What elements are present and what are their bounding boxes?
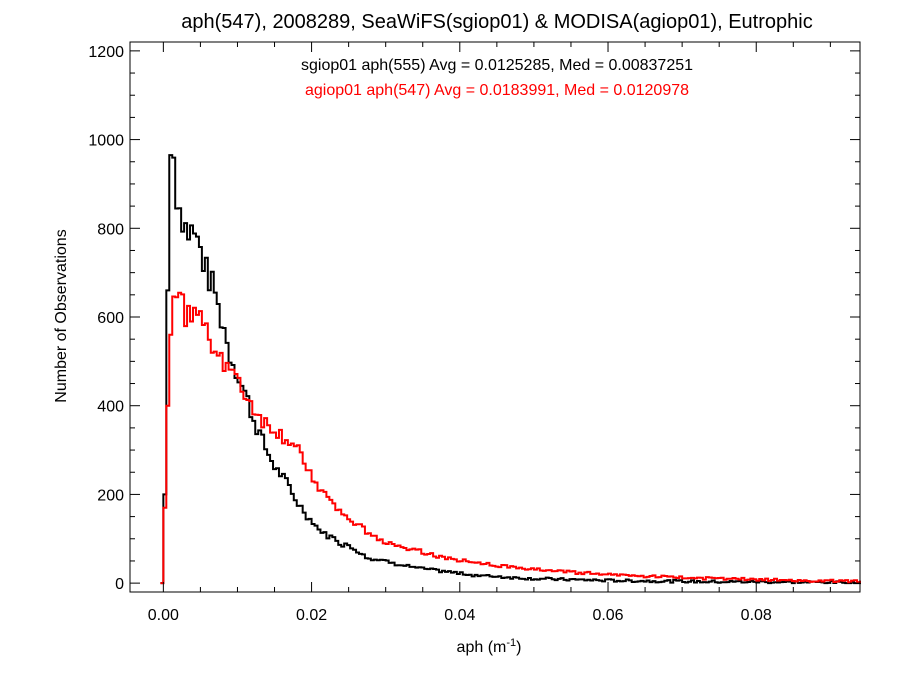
x-tick-label: 0.02 — [296, 607, 327, 624]
y-tick-label: 600 — [97, 310, 124, 327]
y-tick-label: 400 — [97, 399, 124, 416]
legend-entry-sgiop01: sgiop01 aph(555) Avg = 0.0125285, Med = … — [301, 57, 693, 74]
x-axis-label-superscript: -1 — [506, 637, 516, 649]
chart-title: aph(547), 2008289, SeaWiFS(sgiop01) & MO… — [181, 11, 812, 33]
legend-entry-agiop01: agiop01 aph(547) Avg = 0.0183991, Med = … — [305, 82, 689, 99]
x-tick-label: 0.00 — [148, 607, 179, 624]
x-axis-label-text: aph (m — [457, 639, 507, 656]
y-tick-label: 0 — [115, 576, 124, 593]
y-axis-label: Number of Observations — [53, 229, 70, 402]
x-tick-label: 0.08 — [741, 607, 772, 624]
x-tick-label: 0.04 — [444, 607, 475, 624]
series-line-sgiop01 — [160, 154, 861, 585]
series-line-agiop01 — [160, 291, 861, 585]
x-axis-label-close: ) — [516, 639, 521, 656]
y-tick-label: 200 — [97, 487, 124, 504]
x-tick-label: 0.06 — [592, 607, 623, 624]
x-axis-label: aph (m-1) — [457, 637, 522, 656]
y-tick-label: 1200 — [88, 44, 124, 61]
y-tick-label: 1000 — [88, 133, 124, 150]
y-tick-label: 800 — [97, 221, 124, 238]
plot-frame — [129, 41, 861, 593]
series-layer — [160, 154, 861, 585]
axis-ticks: 0.00 0.02 0.04 0.06 0.08 0 200 400 600 800 1000 120… — [88, 42, 860, 624]
